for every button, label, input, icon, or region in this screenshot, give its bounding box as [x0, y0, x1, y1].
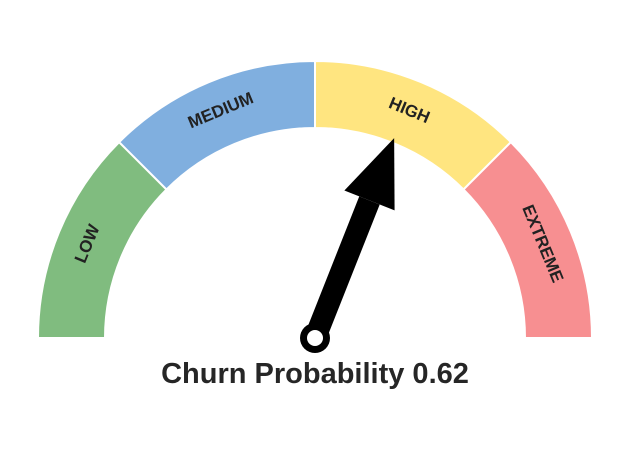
gauge-segment-extreme	[462, 140, 594, 339]
needle-arrowhead	[344, 138, 395, 211]
gauge-segment-medium	[117, 59, 316, 191]
gauge-title: Churn Probability 0.62	[161, 358, 469, 390]
gauge-segments	[36, 59, 594, 339]
needle-hub-center	[307, 330, 323, 346]
needle-shaft	[304, 196, 380, 343]
gauge-needle	[300, 138, 395, 353]
